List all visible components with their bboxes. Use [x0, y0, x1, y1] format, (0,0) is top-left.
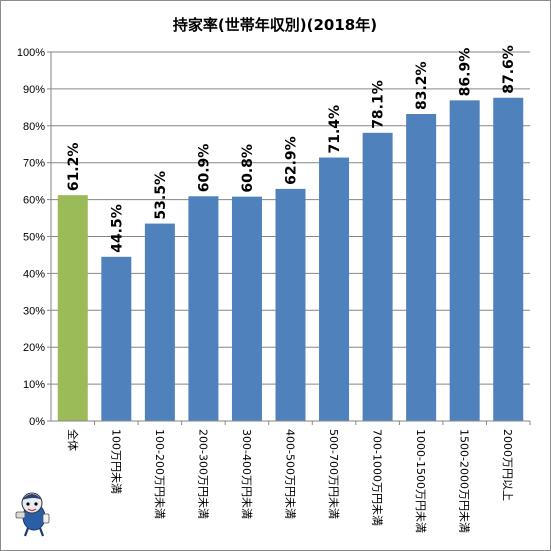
- bar: [188, 196, 219, 421]
- bar: [144, 223, 175, 421]
- bar: [493, 97, 524, 422]
- y-tick-label: 10%: [23, 379, 45, 391]
- bar: [101, 256, 132, 421]
- data-label: 86.9%: [458, 48, 474, 97]
- bar: [406, 113, 437, 421]
- y-tick-label: 70%: [23, 158, 45, 170]
- y-tick-label: 40%: [23, 268, 45, 280]
- category-label: 100万円未満: [109, 429, 122, 494]
- y-tick-label: 100%: [17, 47, 45, 59]
- category-label: 500-700万円未満: [327, 429, 340, 519]
- x-axis: 全体 100万円未満 100-200万円未満 200-300万円未満 300-400万円…: [51, 420, 531, 533]
- y-tick-label: 30%: [23, 305, 45, 317]
- y-tick-label: 80%: [23, 121, 45, 133]
- data-label: 87.6%: [501, 45, 517, 94]
- chart-title: 持家率(世帯年収別)(2018年): [173, 16, 377, 34]
- data-label: 83.2%: [414, 61, 430, 110]
- y-tick-label: 60%: [23, 195, 45, 207]
- y-axis: 0% 10% 20% 30% 40% 50% 60% 70% 80% 90% 100%: [17, 47, 52, 428]
- category-label: 200-300万円未満: [196, 429, 209, 519]
- data-label: 60.9%: [196, 144, 212, 193]
- data-label: 60.8%: [240, 144, 256, 193]
- mascot-character-icon: [15, 492, 50, 537]
- data-label: 78.1%: [371, 80, 387, 129]
- bar: [231, 196, 262, 421]
- data-label: 71.4%: [327, 105, 343, 154]
- y-tick-label: 20%: [23, 342, 45, 354]
- data-label: 53.5%: [153, 171, 169, 220]
- bar: [275, 188, 306, 421]
- bars: 61.2% 44.5% 53.5% 60.9% 60.8% 62.9% 71.4% 78.1%…: [57, 45, 524, 422]
- category-label: 1500-2000万円未満: [458, 429, 471, 533]
- bar: [319, 157, 350, 421]
- data-label: 61.2%: [66, 143, 82, 192]
- y-tick-label: 0%: [29, 416, 45, 428]
- y-tick-label: 50%: [23, 232, 45, 244]
- category-label: 400-500万円未満: [284, 429, 297, 519]
- category-label: 全体: [66, 429, 80, 451]
- category-label: 100-200万円未満: [153, 429, 166, 519]
- bar: [362, 132, 393, 421]
- y-tick-label: 90%: [23, 84, 45, 96]
- category-label: 300-400万円未満: [240, 429, 253, 519]
- data-label: 62.9%: [284, 136, 300, 185]
- category-label: 1000-1500万円未満: [414, 429, 427, 533]
- category-label: 700-1000万円未満: [371, 429, 384, 526]
- bar: [449, 100, 480, 422]
- bar: [57, 195, 88, 421]
- category-label: 2000万円以上: [501, 429, 514, 501]
- data-label: 44.5%: [109, 204, 125, 253]
